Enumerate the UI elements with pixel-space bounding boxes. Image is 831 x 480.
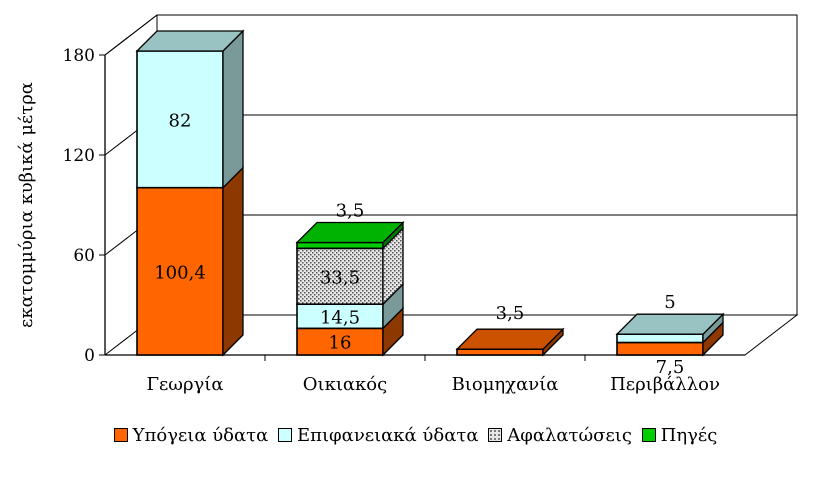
bar-segment-top — [135, 30, 245, 52]
data-label: 5 — [664, 292, 675, 313]
legend-swatch — [113, 428, 128, 442]
x-tick-label: Οικιακός — [303, 374, 387, 395]
y-tick-label: 180 — [63, 46, 95, 66]
x-tick-label: Γεωργία — [146, 374, 223, 395]
x-tick-label: Βιομηχανία — [452, 374, 559, 395]
bar-segment-top — [615, 313, 725, 335]
bar-segment — [456, 348, 544, 356]
y-tick-label: 0 — [84, 346, 95, 366]
y-axis-label: εκατομμύρια κυβικά μέτρα — [16, 82, 37, 328]
bar-segment-side — [222, 166, 244, 357]
legend: Υπόγεια ύδατα Επιφανειακά ύδατα Αφαλατώσ… — [0, 425, 831, 446]
data-label: 3,5 — [496, 303, 525, 324]
back-wall — [156, 14, 798, 316]
data-label: 100,4 — [154, 262, 206, 283]
gridlines — [104, 14, 797, 256]
legend-label: Υπόγεια ύδατα — [132, 425, 269, 446]
bar-segment-top — [295, 221, 405, 244]
data-label: 3,5 — [336, 201, 365, 222]
y-tick-label: 60 — [73, 246, 95, 266]
bars — [135, 29, 725, 357]
legend-label: Επιφανειακά ύδατα — [297, 425, 479, 446]
bar-segment — [616, 333, 704, 344]
legend-item: Πηγές — [641, 425, 718, 446]
bar-segment — [296, 303, 384, 330]
bar-segment-side — [222, 29, 244, 190]
bar-segment-top — [455, 328, 565, 350]
gridline-diagonal — [104, 14, 158, 56]
legend-label: Αφαλατώσεις — [507, 425, 632, 446]
bar-segment — [296, 241, 384, 250]
legend-swatch — [488, 428, 503, 442]
data-labels: 100,4 82 16 14,5 33,5 3,5 3,5 7,5 5 — [154, 110, 684, 378]
legend-swatch — [278, 428, 293, 442]
chart: 0 60 120 180 Γεωργία Οικιακός Βιομηχανία Περιβά… — [16, 14, 799, 395]
legend-item: Αφαλατώσεις — [488, 425, 632, 446]
legend-label: Πηγές — [660, 425, 718, 446]
legend-item: Υπόγεια ύδατα — [113, 425, 269, 446]
data-label: 33,5 — [320, 267, 360, 288]
data-label: 14,5 — [320, 307, 360, 328]
data-label: 16 — [329, 333, 352, 354]
bar-segment — [616, 341, 704, 356]
data-label: 7,5 — [656, 357, 685, 378]
data-label: 82 — [169, 110, 192, 131]
y-tick-label: 120 — [63, 146, 95, 166]
legend-swatch — [641, 428, 656, 442]
legend-item: Επιφανειακά ύδατα — [278, 425, 478, 446]
x-tick-label: Περιβάλλον — [610, 374, 720, 395]
